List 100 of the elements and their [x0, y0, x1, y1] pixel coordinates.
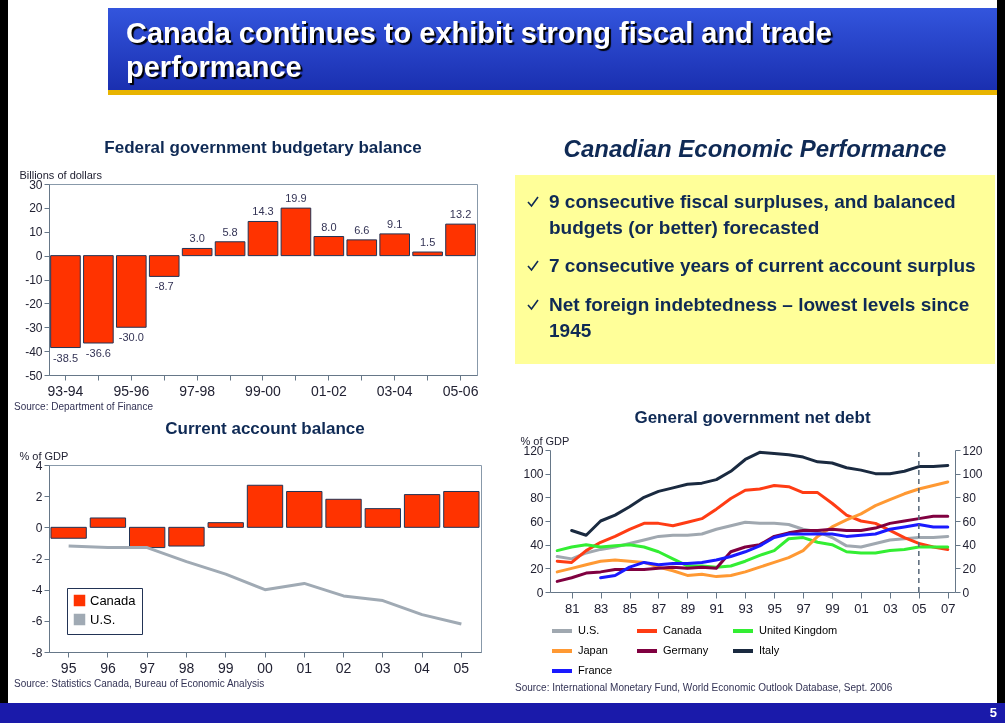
x-tick-label: 95-96 [113, 382, 150, 399]
bar [83, 255, 114, 344]
x-tick-label: 01 [854, 600, 869, 616]
source-note: Source: Statistics Canada, Bureau of Economic Analysis [14, 678, 265, 689]
y2-tick-label: 20 [962, 561, 977, 576]
bar [207, 522, 244, 528]
legend-label: United Kingdom [759, 624, 838, 636]
line-series [599, 523, 950, 580]
text: 5 [0, 703, 1005, 723]
x-tick-label: 83 [593, 600, 609, 616]
y-tick-label: 10 [29, 225, 43, 240]
x-tick-label: 02 [335, 659, 352, 676]
x-tick-label: 99 [217, 659, 234, 676]
x-tick-label: 00 [257, 659, 273, 676]
y-tick-label: 0 [536, 585, 544, 600]
line-series [555, 484, 950, 564]
bar [115, 255, 147, 328]
y-axis-title: % of GDP [520, 434, 570, 447]
x-tick-label: 99-00 [245, 382, 282, 399]
x-tick-label: 89 [680, 600, 696, 616]
bar [445, 223, 476, 257]
y-axis-title: Billions of dollars [19, 168, 103, 181]
x-tick-label: 97 [796, 600, 811, 616]
data-label: 13.2 [449, 208, 472, 221]
x-tick-label: 95 [767, 600, 782, 616]
source-note: Source: International Monetary Fund, World Economic Outlook Database, Sept. 2006 [515, 682, 893, 693]
data-label: 9.1 [387, 217, 403, 230]
bar [286, 490, 323, 528]
bar [247, 220, 279, 257]
text: Canadian Economic Performance [562, 135, 948, 163]
bar [364, 508, 401, 528]
y-tick-label: -40 [25, 344, 43, 359]
data-label: 8.0 [321, 220, 337, 233]
source-note: Source: Department of Finance [14, 401, 153, 412]
y-tick-label: 20 [29, 201, 43, 216]
bar [412, 251, 443, 257]
legend-label: Canada [90, 592, 137, 608]
data-label: 1.5 [419, 236, 436, 249]
bar [50, 255, 81, 349]
y-tick-label: 2 [35, 489, 43, 504]
legend-label: France [578, 664, 613, 676]
x-tick-label: 93-94 [47, 382, 84, 399]
x-tick-label: 81 [564, 600, 580, 616]
x-tick-label: 95 [60, 659, 77, 676]
bar [168, 526, 205, 547]
y2-tick-label: 80 [962, 490, 977, 505]
text: 9 consecutive fiscal surpluses, and balanced budgets (or better) forecasted [549, 190, 957, 240]
x-tick-label: 05 [453, 659, 470, 676]
y-tick-label: -30 [25, 320, 43, 335]
y-axis-title: % of GDP [19, 449, 69, 462]
data-label: 5.8 [222, 225, 238, 238]
y-tick-label: 20 [530, 561, 544, 576]
legend-label: Japan [578, 644, 608, 656]
line-series [570, 450, 950, 537]
x-tick-label: 97-98 [179, 382, 216, 399]
line-series [555, 536, 950, 569]
bar [50, 526, 87, 539]
x-tick-label: 93 [738, 600, 753, 616]
text: Canada continues to exhibit strong fiscal and trade performance [108, 8, 997, 92]
bar [280, 207, 312, 257]
y-tick-label: -10 [25, 273, 43, 287]
data-label: -30.0 [118, 331, 144, 344]
y-tick-label: -6 [31, 614, 43, 629]
line-series [67, 544, 463, 626]
chart-title: General government net debt [634, 408, 871, 427]
bar [313, 236, 345, 257]
legend-label: U.S. [90, 611, 116, 627]
x-tick-label: 03 [375, 659, 391, 676]
bar [89, 517, 127, 528]
x-tick-label: 01 [296, 659, 313, 676]
chart-title: Current account balance [165, 419, 365, 438]
chart-title: Federal government budgetary balance [104, 138, 422, 157]
x-tick-label: 03 [883, 600, 898, 616]
x-tick-label: 07 [941, 600, 956, 616]
bar [148, 255, 180, 277]
y-tick-label: -20 [25, 296, 43, 311]
bar [214, 241, 246, 257]
x-tick-label: 85 [622, 600, 638, 616]
data-label: 6.6 [354, 223, 370, 236]
data-label: -8.7 [154, 280, 174, 293]
bar [325, 498, 362, 528]
bar [129, 526, 166, 549]
y-tick-label: 60 [530, 514, 544, 529]
legend-label: Germany [663, 644, 709, 656]
bar [379, 233, 411, 257]
bar [246, 484, 284, 528]
x-tick-label: 91 [709, 600, 725, 616]
x-tick-label: 03-04 [376, 382, 413, 399]
data-label: 14.3 [252, 205, 274, 218]
y-tick-label: 80 [530, 490, 544, 505]
text: Net foreign indebtedness – lowest levels since 1945 [549, 293, 971, 343]
x-tick-label: 99 [825, 600, 840, 616]
x-tick-label: 05-06 [442, 382, 479, 399]
y2-tick-label: 0 [962, 585, 970, 600]
x-tick-label: 01-02 [310, 382, 347, 399]
text: 7 consecutive years of current account surplus [549, 254, 976, 278]
y2-tick-label: 100 [962, 467, 983, 482]
data-label: 19.9 [285, 192, 307, 205]
x-tick-label: 87 [651, 600, 667, 616]
bar [443, 490, 480, 528]
